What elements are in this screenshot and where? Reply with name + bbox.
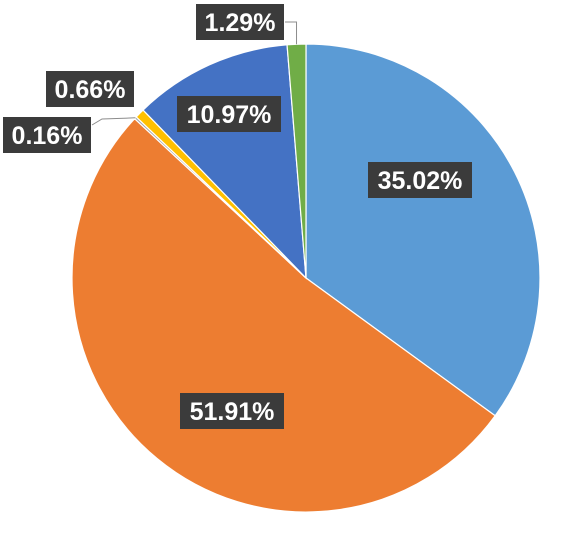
leader-line-2	[91, 117, 136, 126]
data-label-5: 1.29%	[205, 9, 276, 37]
pie-slice-1	[71, 117, 497, 513]
data-label-3: 0.66%	[55, 76, 126, 104]
pie-slice-0	[305, 43, 541, 417]
data-label-box-3	[46, 71, 134, 107]
data-label-2: 0.16%	[12, 122, 83, 150]
data-label-box-2	[3, 117, 91, 153]
data-label-box-0	[368, 162, 472, 198]
data-label-box-4	[177, 96, 281, 132]
data-label-4: 10.97%	[187, 101, 272, 129]
data-label-0: 35.02%	[378, 167, 463, 195]
data-label-box-5	[196, 4, 284, 40]
leader-line-5	[285, 21, 298, 45]
data-label-1: 51.91%	[190, 398, 275, 426]
data-label-box-1	[180, 393, 284, 429]
pie-slice-5	[286, 43, 307, 279]
